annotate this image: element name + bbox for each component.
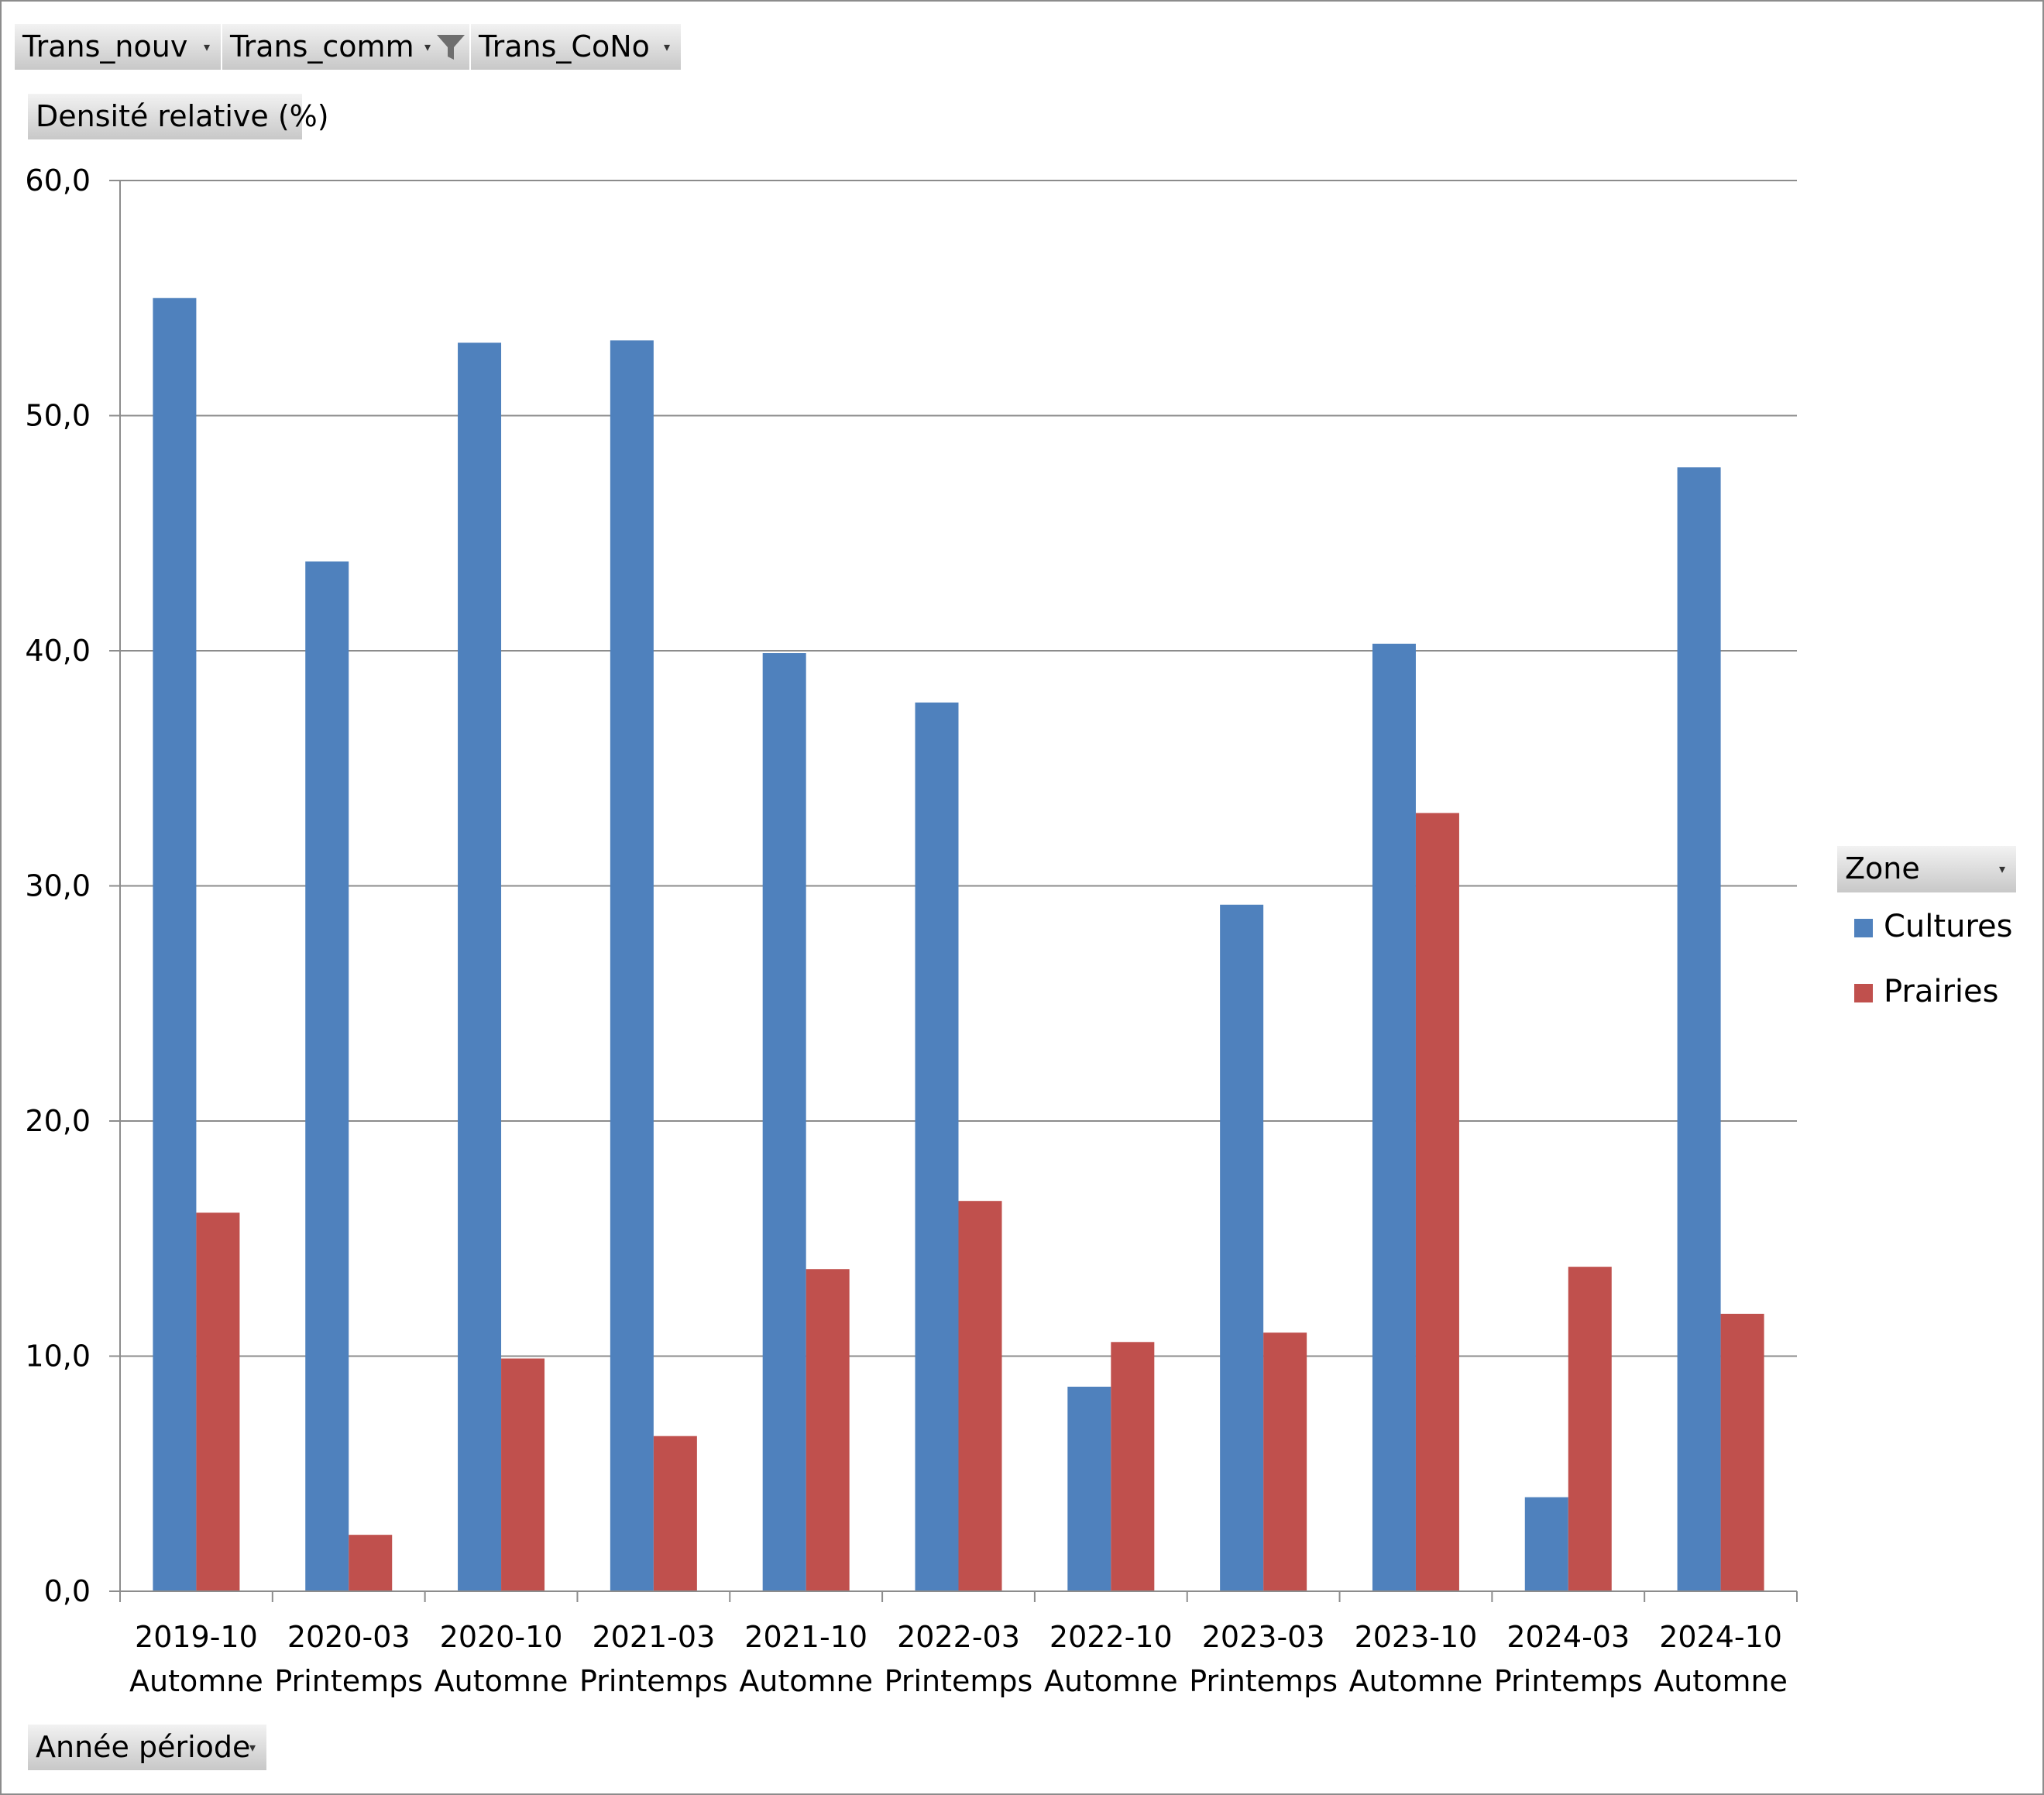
bar-cultures-2023-03	[1220, 904, 1264, 1591]
bar-cultures-2024-03	[1524, 1497, 1568, 1591]
bar-cultures-2022-10	[1067, 1386, 1111, 1591]
bar-prairies-2024-10	[1720, 1313, 1764, 1591]
bar-cultures-2024-10	[1677, 467, 1721, 1591]
x-tick-label-period: 2022-03	[897, 1620, 1020, 1654]
bar-cultures-2021-10	[762, 653, 806, 1592]
bar-prairies-2019-10	[196, 1212, 240, 1591]
axis-field-button[interactable]: Année période ▾	[28, 1725, 268, 1770]
x-tick-label-season: Automne	[739, 1664, 873, 1698]
y-tick-label: 20,0	[25, 1104, 91, 1138]
filter-field-trans-comm[interactable]: Trans_comm ▾	[222, 24, 471, 70]
x-tick-label-season: Printemps	[1189, 1664, 1338, 1698]
y-tick-label: 10,0	[25, 1339, 91, 1374]
value-field-label: Densité relative (%)	[36, 99, 329, 133]
filter-funnel-icon[interactable]	[435, 32, 466, 63]
legend-label: Prairies	[1884, 974, 1999, 1009]
filter-field-trans-nouv[interactable]: Trans_nouv ▾	[15, 24, 222, 70]
filter-field-label: Trans_CoNo	[479, 29, 650, 64]
bar-cultures-2023-10	[1372, 643, 1416, 1591]
axis-field-label: Année période	[36, 1730, 251, 1764]
legend-field-button[interactable]: Zone ▾	[1837, 846, 2018, 892]
dropdown-arrow-icon[interactable]: ▾	[249, 1740, 256, 1755]
x-tick-label-period: 2020-10	[440, 1620, 563, 1654]
dropdown-arrow-icon[interactable]: ▾	[203, 40, 210, 54]
bar-cultures-2021-03	[610, 340, 654, 1591]
x-tick-label-period: 2021-10	[744, 1620, 867, 1654]
x-tick-label-season: Printemps	[1494, 1664, 1643, 1698]
x-tick-label-season: Printemps	[885, 1664, 1033, 1698]
x-tick-label-period: 2023-10	[1355, 1620, 1478, 1654]
bar-prairies-2023-10	[1415, 813, 1459, 1591]
x-tick-label-period: 2021-03	[592, 1620, 715, 1654]
filter-field-trans-cono[interactable]: Trans_CoNo ▾	[471, 24, 682, 70]
bar-prairies-2022-10	[1111, 1342, 1155, 1591]
x-tick-label-season: Automne	[435, 1664, 569, 1698]
bar-prairies-2022-03	[958, 1201, 1002, 1591]
bar-cultures-2022-03	[915, 702, 959, 1591]
y-tick-label: 60,0	[25, 163, 91, 198]
x-tick-label-period: 2024-10	[1659, 1620, 1782, 1654]
x-tick-label-period: 2020-03	[287, 1620, 411, 1654]
bar-prairies-2020-10	[501, 1358, 545, 1591]
x-tick-label-period: 2019-10	[135, 1620, 258, 1654]
bar-cultures-2020-03	[305, 561, 349, 1592]
bar-prairies-2021-10	[806, 1269, 850, 1591]
y-tick-label: 50,0	[25, 399, 91, 433]
x-tick-label-season: Automne	[1349, 1664, 1483, 1698]
value-field-button[interactable]: Densité relative (%)	[28, 94, 329, 139]
legend-label: Cultures	[1884, 909, 2013, 944]
legend-swatch	[1854, 984, 1873, 1002]
x-tick-label-season: Automne	[1044, 1664, 1178, 1698]
y-tick-label: 0,0	[44, 1574, 91, 1608]
filter-field-label: Trans_comm	[230, 29, 414, 64]
x-tick-label-period: 2024-03	[1506, 1620, 1630, 1654]
bar-prairies-2024-03	[1568, 1267, 1612, 1591]
x-tick-label-season: Printemps	[579, 1664, 728, 1698]
bar-cultures-2020-10	[458, 342, 502, 1591]
x-tick-label-period: 2023-03	[1202, 1620, 1325, 1654]
bar-prairies-2021-03	[653, 1436, 697, 1591]
x-tick-label-season: Automne	[1654, 1664, 1788, 1698]
legend-item-prairies[interactable]: Prairies	[1854, 973, 1999, 1010]
y-tick-label: 30,0	[25, 869, 91, 903]
x-tick-label-period: 2022-10	[1049, 1620, 1173, 1654]
dropdown-arrow-icon[interactable]: ▾	[424, 40, 431, 54]
bar-cultures-2019-10	[153, 297, 197, 1591]
y-tick-label: 40,0	[25, 634, 91, 668]
x-tick-label-season: Automne	[129, 1664, 263, 1698]
legend-swatch	[1854, 919, 1873, 937]
legend-field-label: Zone	[1845, 851, 1920, 885]
dropdown-arrow-icon[interactable]: ▾	[1998, 861, 2005, 876]
bar-prairies-2020-03	[349, 1535, 393, 1591]
x-tick-label-season: Printemps	[274, 1664, 423, 1698]
legend-item-cultures[interactable]: Cultures	[1854, 908, 2012, 945]
filter-field-label: Trans_nouv	[22, 29, 188, 64]
bar-prairies-2023-03	[1263, 1332, 1307, 1591]
dropdown-arrow-icon[interactable]: ▾	[663, 40, 670, 54]
